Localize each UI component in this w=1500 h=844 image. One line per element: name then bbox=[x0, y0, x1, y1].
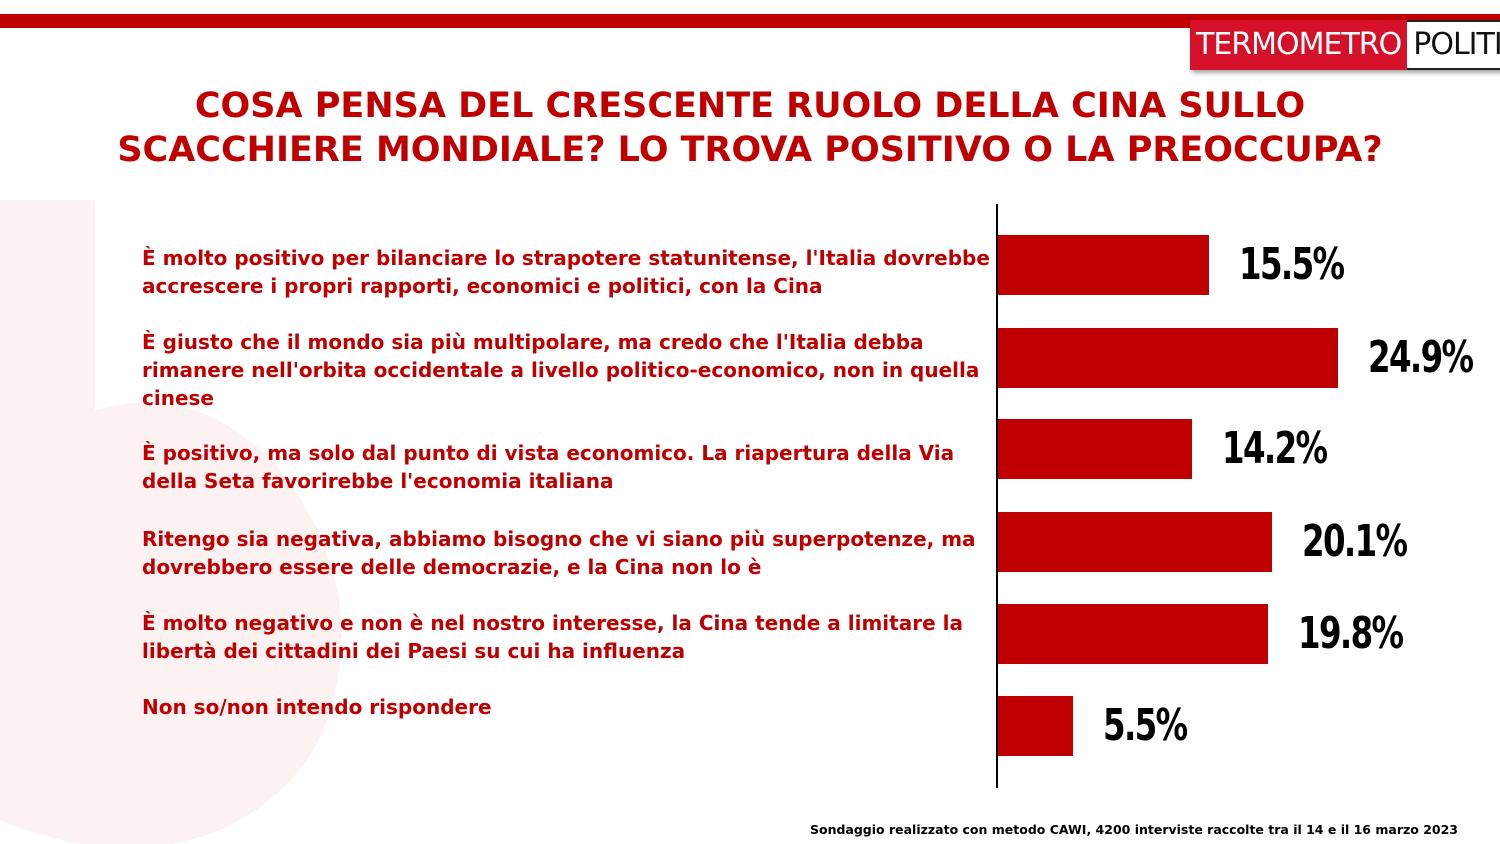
title-line-1: COSA PENSA DEL CRESCENTE RUOLO DELLA CIN… bbox=[194, 86, 1306, 126]
chart-title: COSA PENSA DEL CRESCENTE RUOLO DELLA CIN… bbox=[0, 84, 1500, 172]
bar bbox=[998, 235, 1210, 295]
title-line-2: SCACCHIERE MONDIALE? LO TROVA POSITIVO O… bbox=[117, 130, 1383, 170]
bar bbox=[998, 696, 1074, 756]
data-label: 19.8% bbox=[1298, 608, 1404, 659]
data-label: 24.9% bbox=[1367, 332, 1474, 383]
category-label: È giusto che il mondo sia più multipolar… bbox=[142, 330, 980, 410]
category-label: È positivo, ma solo dal punto di vista e… bbox=[142, 441, 955, 493]
category-label: Ritengo sia negativa, abbiamo bisogno ch… bbox=[142, 527, 976, 579]
bar bbox=[998, 328, 1338, 388]
logo-part-1: TERMOMETRO bbox=[1190, 20, 1408, 70]
category-label: Non so/non intendo rispondere bbox=[142, 695, 492, 719]
top-accent-bar bbox=[0, 14, 1500, 28]
survey-footnote: Sondaggio realizzato con metodo CAWI, 42… bbox=[809, 822, 1458, 837]
data-label: 5.5% bbox=[1103, 700, 1188, 751]
bar bbox=[998, 419, 1192, 479]
category-label: È molto negativo e non è nel nostro inte… bbox=[142, 611, 963, 663]
background-watermark bbox=[0, 200, 342, 844]
data-label: 15.5% bbox=[1239, 239, 1345, 290]
category-label: È molto positivo per bilanciare lo strap… bbox=[142, 246, 990, 298]
data-label: 14.2% bbox=[1221, 423, 1328, 474]
bar bbox=[998, 604, 1269, 664]
data-label: 20.1% bbox=[1302, 516, 1408, 567]
category-axis-line bbox=[996, 204, 998, 788]
bar bbox=[998, 512, 1273, 572]
